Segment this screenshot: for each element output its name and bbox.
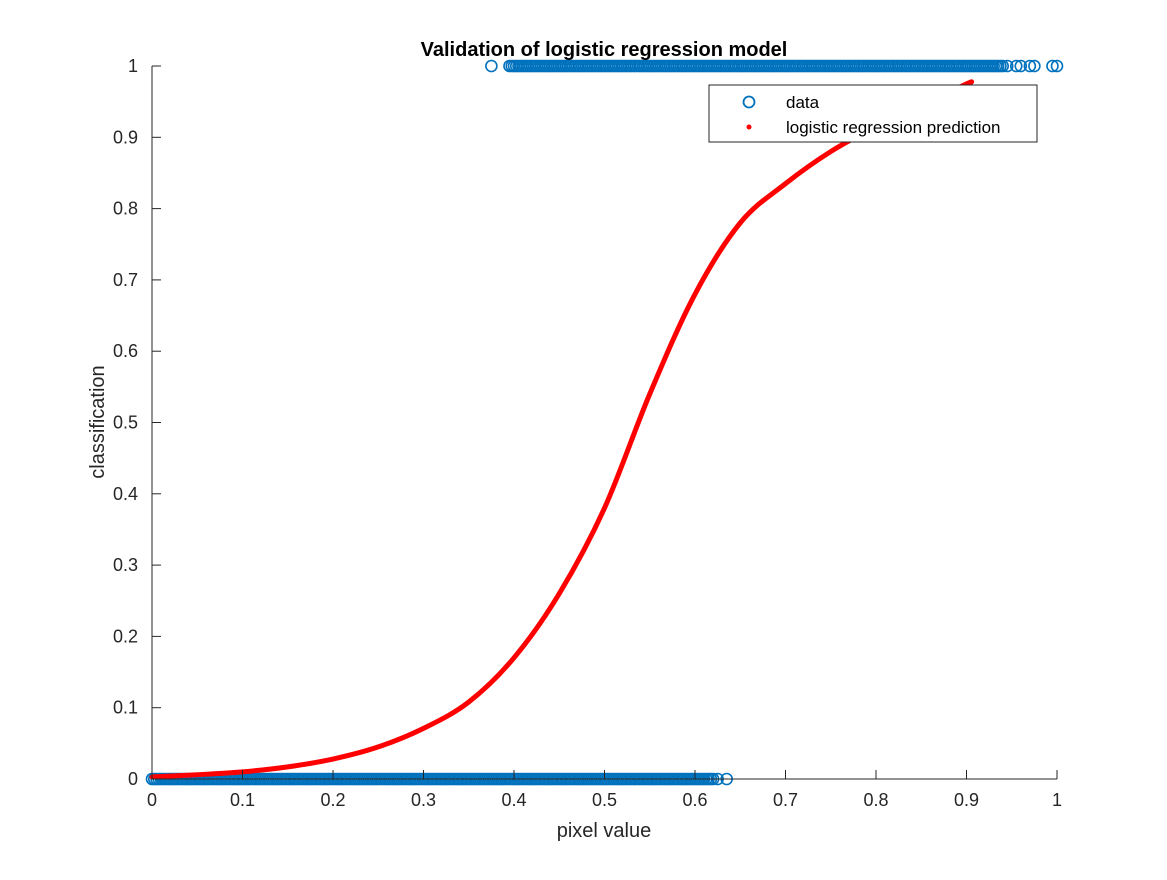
y-tick-label: 0.5 bbox=[113, 413, 138, 433]
x-tick-label: 0.5 bbox=[592, 790, 617, 810]
data-point-class-1 bbox=[485, 59, 498, 73]
x-tick-label: 0.1 bbox=[230, 790, 255, 810]
y-tick-label: 0.1 bbox=[113, 698, 138, 718]
legend-label-prediction: logistic regression prediction bbox=[786, 118, 1001, 137]
legend-marker-data bbox=[742, 95, 756, 109]
x-tick-label: 1 bbox=[1052, 790, 1062, 810]
y-tick-label: 0.9 bbox=[113, 127, 138, 147]
x-tick-label: 0.9 bbox=[954, 790, 979, 810]
data-point-class-1 bbox=[996, 59, 1010, 73]
data-point-class-1 bbox=[1028, 59, 1041, 73]
x-tick-label: 0.4 bbox=[501, 790, 526, 810]
legend-marker-prediction bbox=[746, 124, 752, 130]
plot-background bbox=[152, 66, 1057, 779]
y-tick-label: 0.4 bbox=[113, 484, 138, 504]
x-tick-label: 0 bbox=[147, 790, 157, 810]
data-point-class-1 bbox=[1014, 59, 1028, 73]
data-point-class-1 bbox=[1023, 59, 1037, 73]
legend-box bbox=[708, 84, 1038, 143]
axes-layer: 0 0.1 0.2 0.3 0.4 0.5 0.6 0.7 0.8 0.9 1 0 0.1 0.2 0.3 0… bbox=[113, 56, 1062, 810]
y-tick-label: 0.6 bbox=[113, 341, 138, 361]
x-axis-title: pixel value bbox=[557, 820, 652, 842]
y-tick-label: 0 bbox=[128, 769, 138, 789]
legend-label-data: data bbox=[786, 93, 820, 112]
data-point-class-1 bbox=[1050, 59, 1064, 73]
y-axis-title: classification bbox=[87, 365, 109, 478]
x-tick-label: 0.8 bbox=[863, 790, 888, 810]
x-tick-label: 0.7 bbox=[773, 790, 798, 810]
y-tick-label: 0.7 bbox=[113, 270, 138, 290]
y-tick-label: 1 bbox=[128, 56, 138, 76]
x-tick-label: 0.2 bbox=[320, 790, 345, 810]
legend: data logistic regression prediction bbox=[708, 84, 1038, 143]
data-point-class-1 bbox=[1046, 59, 1059, 73]
chart-title: Validation of logistic regression model bbox=[421, 39, 788, 61]
data-point-class-1 bbox=[1000, 59, 1014, 73]
y-tick-label: 0.3 bbox=[113, 555, 138, 575]
y-tick-label: 0.2 bbox=[113, 626, 138, 646]
data-point-class-1 bbox=[1009, 59, 1023, 73]
x-tick-label: 0.3 bbox=[411, 790, 436, 810]
y-tick-label: 0.8 bbox=[113, 199, 138, 219]
x-tick-label: 0.6 bbox=[682, 790, 707, 810]
